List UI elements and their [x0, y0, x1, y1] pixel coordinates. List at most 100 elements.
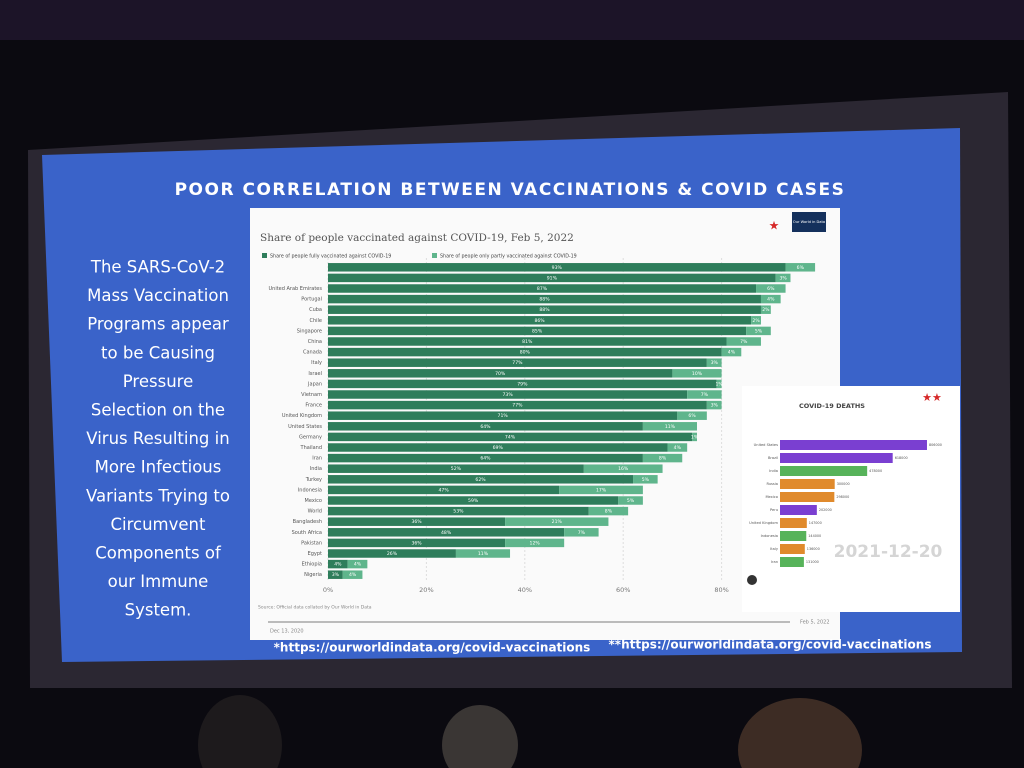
bar-segment [328, 284, 757, 293]
bar-segment [756, 284, 786, 293]
vaccination-chart: Share of people vaccinated against COVID… [258, 212, 830, 635]
category-label: India [769, 469, 778, 473]
chart-title: Share of people vaccinated against COVID… [260, 232, 574, 244]
footnote: *https://ourworldindata.org/covid-vaccin… [274, 641, 591, 655]
value-label: 300000 [837, 482, 850, 486]
body-line: Components of [95, 544, 222, 563]
slide-title: POOR CORRELATION BETWEEN VACCINATIONS & … [175, 180, 846, 200]
value-label: 85% [532, 328, 543, 334]
bar-segment [328, 358, 707, 367]
value-label: 59% [468, 498, 479, 504]
bar-segment [328, 570, 343, 579]
value-label: 4% [349, 572, 357, 578]
value-label: 1% [715, 381, 723, 387]
value-label: 147000 [809, 521, 822, 525]
value-label: 6% [767, 286, 775, 292]
inset-panel [742, 386, 960, 612]
bar-segment [328, 538, 506, 548]
bar-segment [328, 528, 565, 537]
value-label: 69% [493, 445, 504, 451]
bar-segment [328, 443, 668, 452]
value-label: 62% [475, 477, 486, 483]
value-label: 48% [441, 530, 452, 536]
bar-segment [328, 549, 456, 558]
value-label: 93% [552, 265, 563, 271]
category-label: Mexico [765, 495, 778, 499]
bar-segment [328, 369, 673, 378]
category-label: United Kingdom [282, 413, 322, 419]
value-label: 6% [797, 265, 805, 271]
value-label: 4% [354, 562, 362, 568]
deaths-chart: COVID-19 DEATHS ★★ United States 806000 Braz… [747, 391, 943, 585]
value-label: 2% [762, 307, 770, 313]
bar-segment [328, 485, 560, 495]
value-label: 74% [505, 434, 516, 440]
chart-title: COVID-19 DEATHS [799, 402, 865, 410]
body-line: System. [125, 601, 192, 620]
bar-segment [687, 390, 722, 399]
bar-segment [328, 453, 643, 463]
value-label: 86% [534, 318, 545, 324]
bar-segment [716, 379, 722, 389]
value-label: 6% [688, 413, 696, 419]
value-label: 2% [752, 318, 760, 324]
value-label: 52% [451, 466, 462, 472]
category-label: Canada [303, 350, 322, 356]
value-label: 7% [701, 392, 709, 398]
x-tick-label: 40% [518, 586, 532, 594]
marker: ★ [769, 219, 780, 233]
bar-segment [564, 528, 599, 537]
value-label: 298000 [836, 495, 849, 499]
bar-segment [588, 506, 629, 516]
bar-segment [618, 496, 643, 505]
category-label: United Kingdom [749, 521, 778, 525]
bar [780, 531, 807, 541]
value-label: 53% [453, 509, 464, 515]
body-line: our Immune [108, 572, 209, 591]
category-label: United Arab Emirates [268, 286, 322, 292]
bar [780, 479, 835, 489]
category-label: Thailand [300, 445, 322, 451]
body-line: Circumvent [111, 515, 207, 534]
body-line: Mass Vaccination [87, 286, 229, 305]
category-label: Portugal [301, 297, 322, 303]
category-label: Bangladesh [293, 519, 322, 525]
value-label: 11% [478, 551, 489, 557]
bar [780, 492, 835, 502]
value-label: 5% [642, 477, 650, 483]
category-label: Italy [311, 360, 322, 366]
bar-segment [559, 485, 643, 495]
category-label: Japan [307, 381, 322, 387]
category-label: Turkey [305, 477, 322, 483]
bar-segment [706, 400, 722, 410]
category-label: Peru [770, 508, 778, 512]
category-label: United States [288, 424, 322, 430]
value-label: 806000 [929, 443, 942, 447]
bar-segment [328, 263, 786, 272]
value-label: 12% [530, 540, 541, 546]
value-label: 88% [539, 297, 550, 303]
category-label: Egypt [308, 551, 322, 557]
value-label: 87% [537, 286, 548, 292]
value-label: 5% [627, 498, 635, 504]
value-label: 3% [711, 360, 719, 366]
bar-segment [633, 475, 658, 484]
value-label: 3% [332, 572, 340, 578]
logo: Our World in Data [793, 220, 825, 224]
value-label: 36% [411, 519, 422, 525]
bar-segment [328, 475, 634, 484]
bar-segment [760, 305, 771, 314]
bar-segment [721, 347, 742, 357]
value-label: 80% [520, 350, 531, 356]
value-label: 47% [439, 487, 450, 493]
x-tick-label: 0% [323, 586, 333, 594]
ceiling [0, 0, 1024, 40]
legend-label: Share of people fully vaccinated against… [270, 254, 391, 260]
body-line: More Infectious [95, 458, 222, 477]
value-label: 131000 [806, 560, 819, 564]
source: Source: Official data collated by Our Wo… [258, 605, 372, 611]
body-line: Selection on the [91, 401, 225, 420]
value-label: 71% [498, 413, 509, 419]
legend-swatch [432, 253, 437, 258]
